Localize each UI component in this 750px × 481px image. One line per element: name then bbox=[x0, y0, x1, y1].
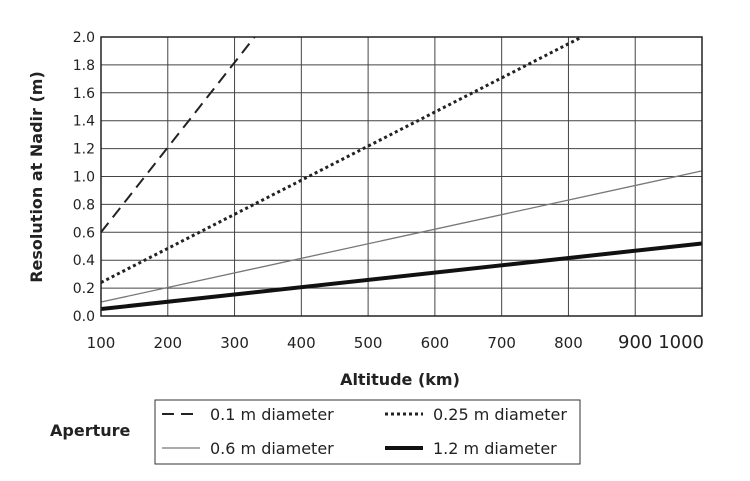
y-tick-label: 1.8 bbox=[73, 58, 95, 74]
x-tick-label: 300 bbox=[220, 334, 249, 352]
y-tick-label: 1.0 bbox=[73, 170, 95, 186]
series-line-2 bbox=[100, 35, 583, 284]
x-tick-labels: 100 200 300 400 500 600 700 800 900 1000 bbox=[87, 332, 704, 353]
x-tick-label: 500 bbox=[354, 334, 383, 352]
series-line-4 bbox=[100, 241, 703, 312]
y-tick-label: 2.0 bbox=[73, 30, 95, 46]
y-axis-title: Resolution at Nadir (m) bbox=[27, 71, 46, 283]
y-tick-label: 0.2 bbox=[73, 281, 95, 297]
y-tick-label: 0.0 bbox=[73, 309, 95, 325]
y-tick-label: 1.2 bbox=[73, 142, 95, 158]
x-tick-label: 700 bbox=[487, 334, 516, 352]
series-lines bbox=[100, 35, 703, 312]
x-tick-label: 100 bbox=[87, 334, 116, 352]
x-tick-label: 1000 bbox=[658, 332, 704, 353]
y-tick-label: 1.6 bbox=[73, 86, 95, 102]
y-tick-label: 0.6 bbox=[73, 225, 95, 241]
plot-frame bbox=[100, 36, 703, 317]
y-tick-label: 0.8 bbox=[73, 197, 95, 213]
x-tick-label: 800 bbox=[554, 334, 583, 352]
legend-title: Aperture bbox=[50, 421, 131, 440]
y-tick-label: 0.4 bbox=[73, 253, 95, 269]
legend-label: 0.25 m diameter bbox=[433, 405, 567, 424]
legend-label: 1.2 m diameter bbox=[433, 439, 557, 458]
x-tick-label: 200 bbox=[153, 334, 182, 352]
grid-lines bbox=[100, 36, 703, 317]
x-axis-title: Altitude (km) bbox=[340, 370, 460, 389]
series-line-3 bbox=[100, 170, 703, 303]
x-tick-label: 400 bbox=[287, 334, 316, 352]
y-tick-labels: 0.0 0.2 0.4 0.6 0.8 1.0 1.2 1.4 1.6 1.8 2.0 bbox=[73, 30, 95, 325]
legend-label: 0.6 m diameter bbox=[210, 439, 334, 458]
legend-label: 0.1 m diameter bbox=[210, 405, 334, 424]
legend-box bbox=[154, 399, 581, 465]
series-line-1 bbox=[100, 36, 256, 233]
y-tick-label: 1.4 bbox=[73, 114, 95, 130]
legend-entries: 0.1 m diameter 0.25 m diameter 0.6 m diame… bbox=[162, 405, 567, 458]
x-tick-label: 600 bbox=[421, 334, 450, 352]
x-tick-label: 900 bbox=[618, 332, 652, 353]
